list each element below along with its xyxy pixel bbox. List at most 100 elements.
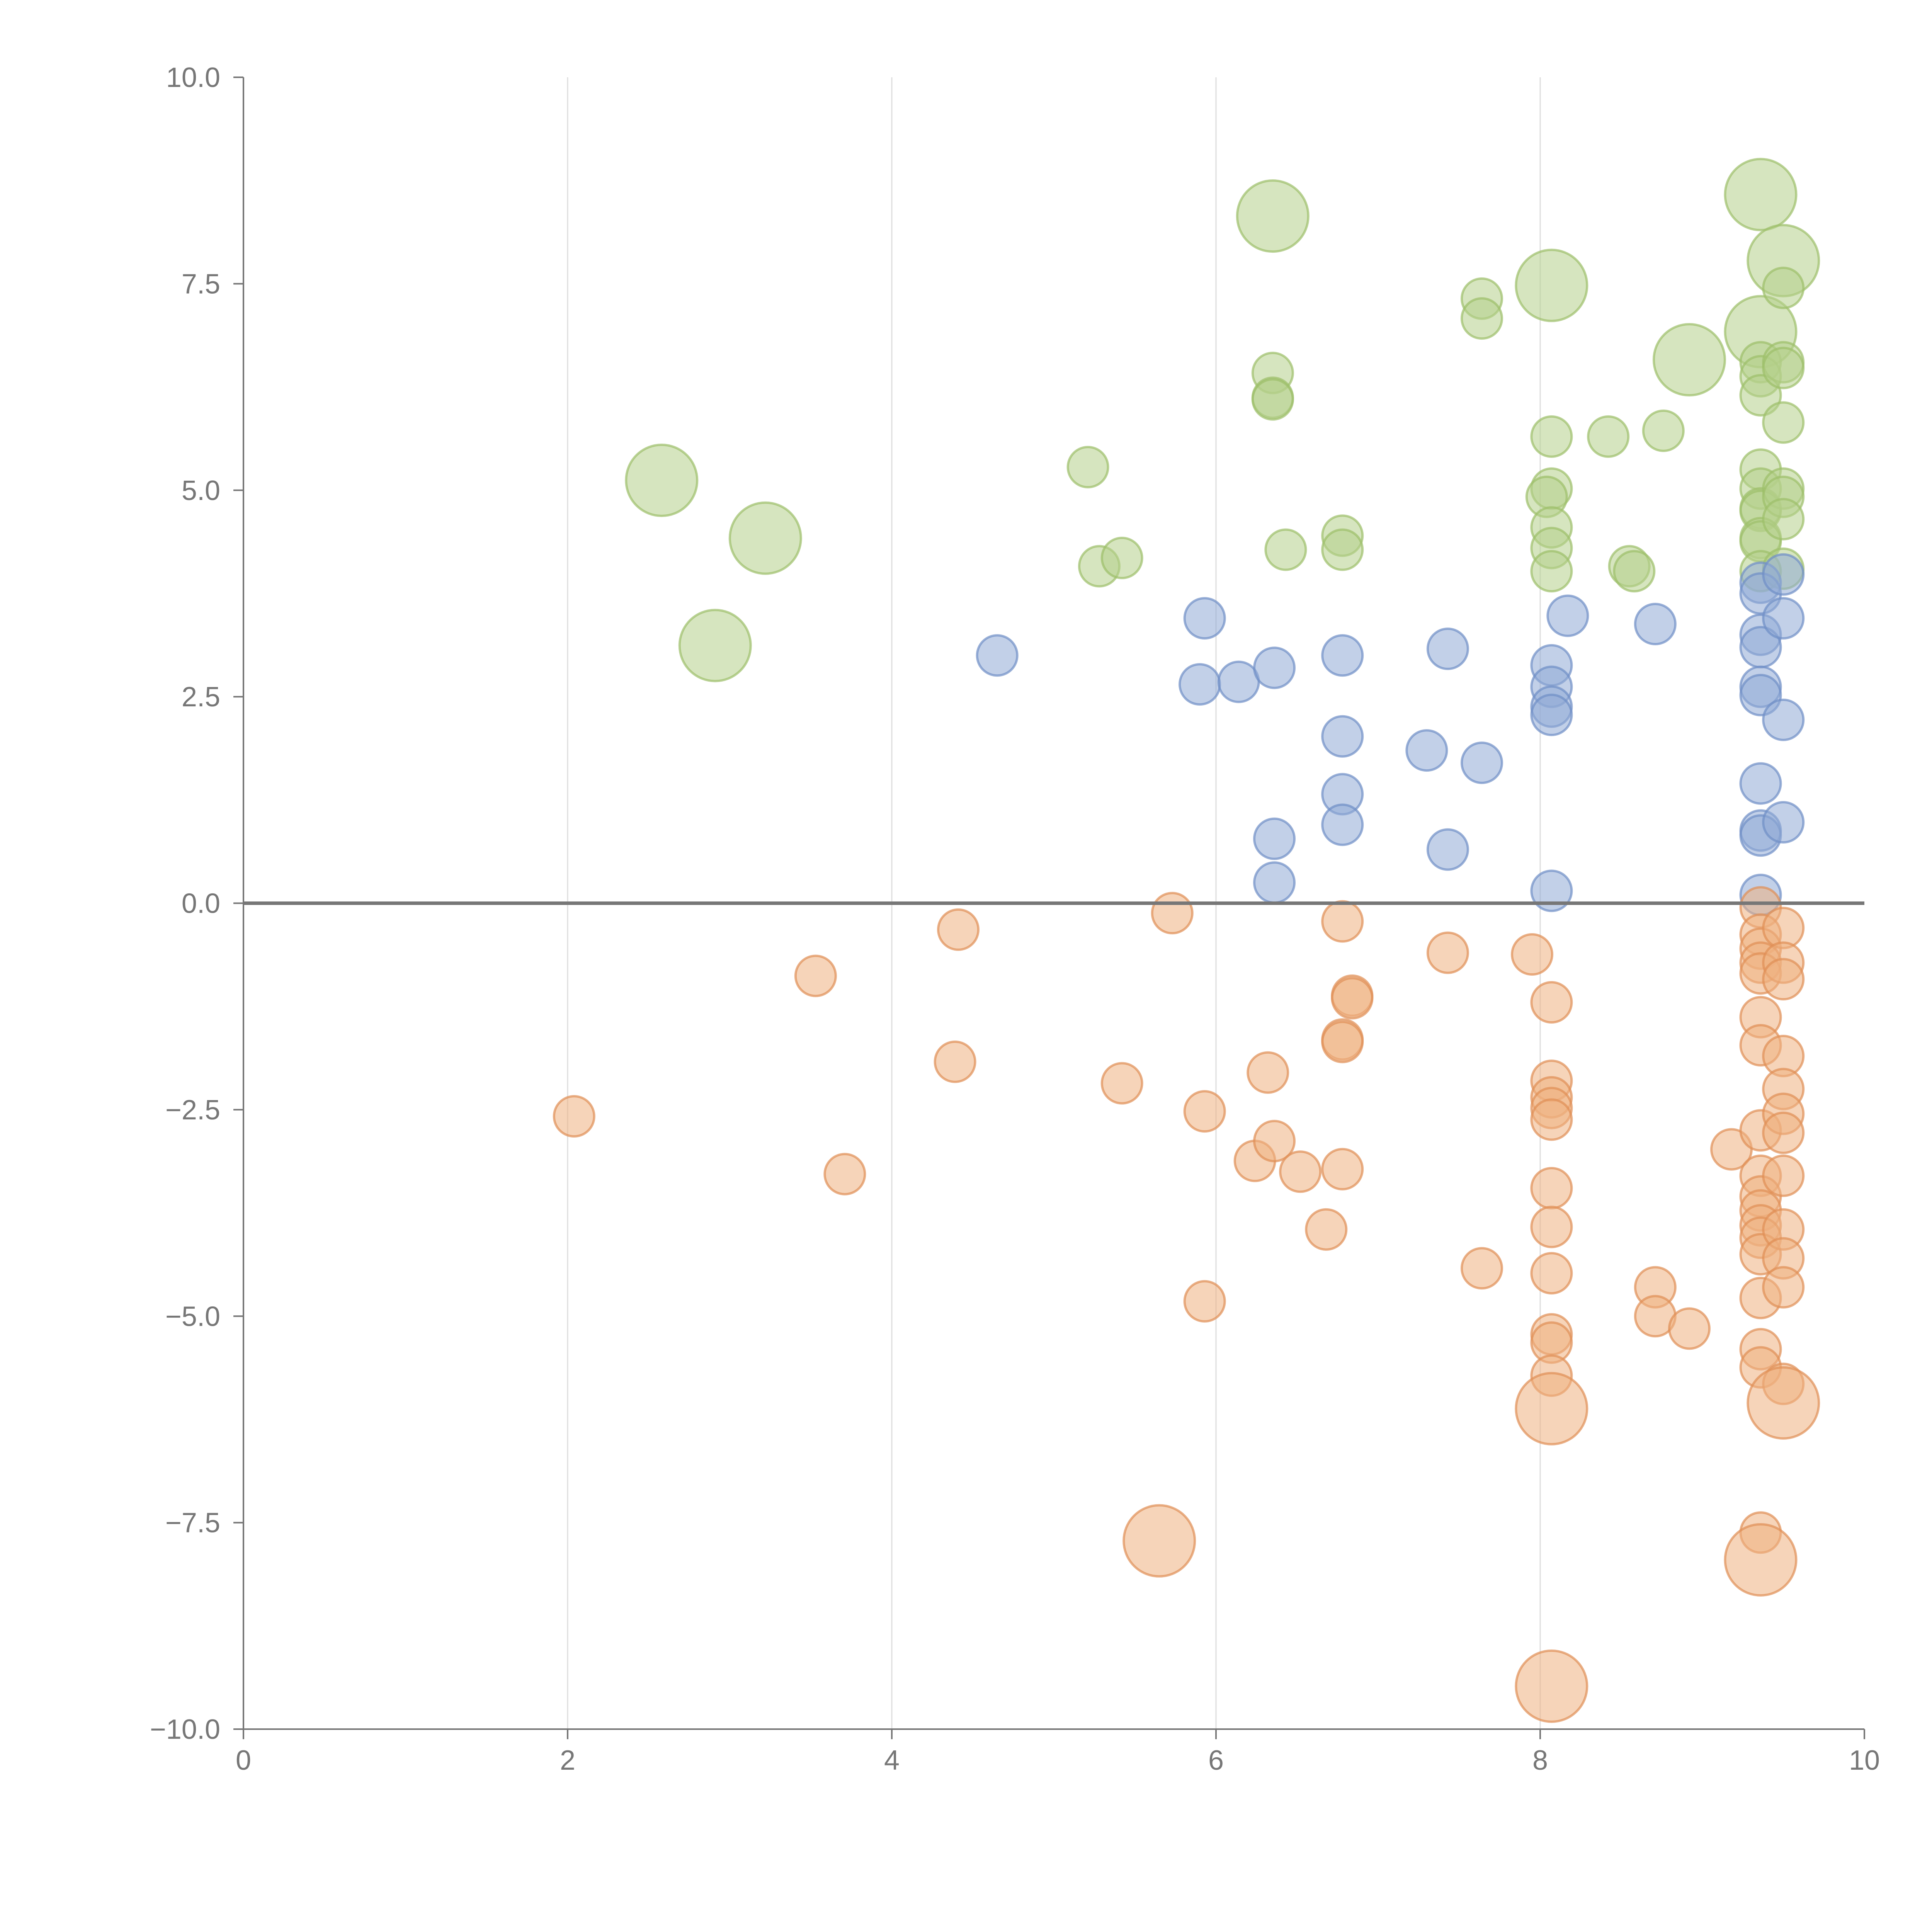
y-tick-label: 2.5 [182,682,220,713]
bubble-positive-low[interactable] [1426,828,1469,871]
bubble-positive-low[interactable] [1426,628,1469,670]
bubble-positive-high[interactable] [1264,528,1307,571]
bubble-positive-high[interactable] [1739,374,1782,417]
bubble-negative[interactable] [1515,1372,1588,1446]
bubble-negative[interactable] [1530,1252,1573,1295]
x-tick-label: 0 [236,1745,251,1776]
bubble-negative[interactable] [1321,1148,1364,1190]
bubble-positive-high[interactable] [1762,498,1805,541]
bubble-positive-high[interactable] [1530,415,1573,458]
bubble-positive-low[interactable] [1762,801,1805,844]
y-tick-label: 7.5 [182,269,220,299]
bubble-negative[interactable] [1460,1247,1503,1290]
y-tick-label: −2.5 [165,1095,220,1126]
bubble-positive-high[interactable] [1613,550,1656,593]
y-tick-label: −7.5 [165,1508,220,1539]
x-tick-label: 6 [1208,1745,1224,1776]
bubble-positive-low[interactable] [1634,603,1677,646]
x-tick-label: 4 [884,1745,900,1776]
bubble-positive-low[interactable] [1321,634,1364,677]
bubble-negative[interactable] [1515,1649,1588,1723]
bubble-negative[interactable] [1762,958,1805,1001]
bubble-negative[interactable] [1183,1280,1226,1323]
bubble-negative[interactable] [1762,1154,1805,1197]
x-tick-label: 2 [560,1745,575,1776]
y-tick-label: 0.0 [182,888,220,919]
bubbles [553,158,1820,1723]
y-tick-label: −5.0 [165,1301,220,1332]
bubble-negative[interactable] [1668,1307,1711,1350]
bubble-negative[interactable] [794,954,837,997]
bubble-negative[interactable] [553,1095,595,1138]
bubble-negative[interactable] [1122,1504,1196,1578]
bubble-negative[interactable] [1747,1366,1820,1440]
bubble-negative[interactable] [1530,981,1573,1024]
bubble-positive-high[interactable] [1321,528,1364,571]
bubble-negative[interactable] [1247,1051,1289,1094]
bubble-negative[interactable] [1279,1150,1322,1193]
bubble-positive-high[interactable] [1587,415,1630,458]
bubble-positive-low[interactable] [1762,553,1805,596]
bubble-negative[interactable] [1530,1167,1573,1209]
bubble-positive-high[interactable] [1236,179,1310,253]
bubble-positive-low[interactable] [1179,663,1221,706]
bubble-positive-low[interactable] [1762,597,1805,640]
bubble-negative[interactable] [1253,1120,1296,1163]
bubble-positive-low[interactable] [1546,594,1589,637]
bubble-negative[interactable] [1151,892,1194,935]
bubble-positive-high[interactable] [625,444,699,517]
bubble-positive-high[interactable] [1530,550,1573,593]
bubble-negative[interactable] [934,1040,976,1083]
bubble-positive-low[interactable] [1739,762,1782,805]
y-tick-label: −10.0 [150,1714,220,1745]
bubble-positive-high[interactable] [728,501,802,575]
bubble-negative[interactable] [1331,977,1374,1020]
bubble-positive-low[interactable] [1253,646,1296,689]
x-tick-label: 8 [1532,1745,1548,1776]
bubble-positive-low[interactable] [1530,694,1573,736]
bubble-positive-high[interactable] [1066,446,1109,488]
y-tick-label: 10.0 [166,62,220,93]
bubble-negative[interactable] [1321,1020,1364,1063]
bubble-negative[interactable] [1530,1098,1573,1141]
bubble-negative[interactable] [1762,1111,1805,1154]
bubble-positive-high[interactable] [1642,409,1685,452]
bubble-positive-low[interactable] [1460,742,1503,784]
bubble-positive-high[interactable] [678,609,752,682]
bubble-positive-high[interactable] [1762,347,1805,389]
bubble-positive-high[interactable] [1762,401,1805,444]
bubble-positive-high[interactable] [1251,378,1294,421]
bubble-negative[interactable] [1321,900,1364,943]
bubble-positive-low[interactable] [1530,869,1573,912]
bubble-positive-low[interactable] [1321,803,1364,846]
bubble-negative[interactable] [1305,1208,1348,1251]
bubble-negative[interactable] [1183,1090,1226,1133]
bubble-positive-high[interactable] [1460,297,1503,340]
bubble-positive-low[interactable] [1253,817,1296,860]
x-tick-label: 10 [1849,1745,1880,1776]
bubble-positive-low[interactable] [1405,729,1448,772]
bubble-negative[interactable] [1530,1206,1573,1248]
bubble-negative[interactable] [1100,1062,1143,1105]
bubble-positive-low[interactable] [1217,660,1260,703]
bubble-negative[interactable] [937,908,980,951]
bubble-positive-low[interactable] [1321,715,1364,758]
bubble-positive-low[interactable] [1183,597,1226,640]
bubble-negative[interactable] [1511,933,1554,976]
y-tick-label: 5.0 [182,475,220,506]
y-axis-ticks: 10.0 7.5 5.0 2.5 0.0 −2.5 −5.0 −7.5 −10.0 [150,62,243,1745]
bubble-negative[interactable] [1724,1523,1798,1597]
bubble-negative[interactable] [823,1153,866,1196]
bubble-negative[interactable] [1762,1266,1805,1309]
bubble-positive-low[interactable] [976,634,1019,677]
bubble-positive-high[interactable] [1724,158,1798,231]
bubble-positive-high[interactable] [1762,267,1805,310]
bubble-positive-high[interactable] [1515,248,1588,322]
bubble-negative[interactable] [1426,931,1469,974]
bubble-positive-low[interactable] [1253,861,1296,904]
bubble-positive-high[interactable] [1652,323,1726,397]
bubble-positive-low[interactable] [1762,698,1805,741]
bubble-positive-high[interactable] [1100,537,1143,580]
x-axis-ticks: 0 2 4 6 8 10 [236,1729,1880,1776]
